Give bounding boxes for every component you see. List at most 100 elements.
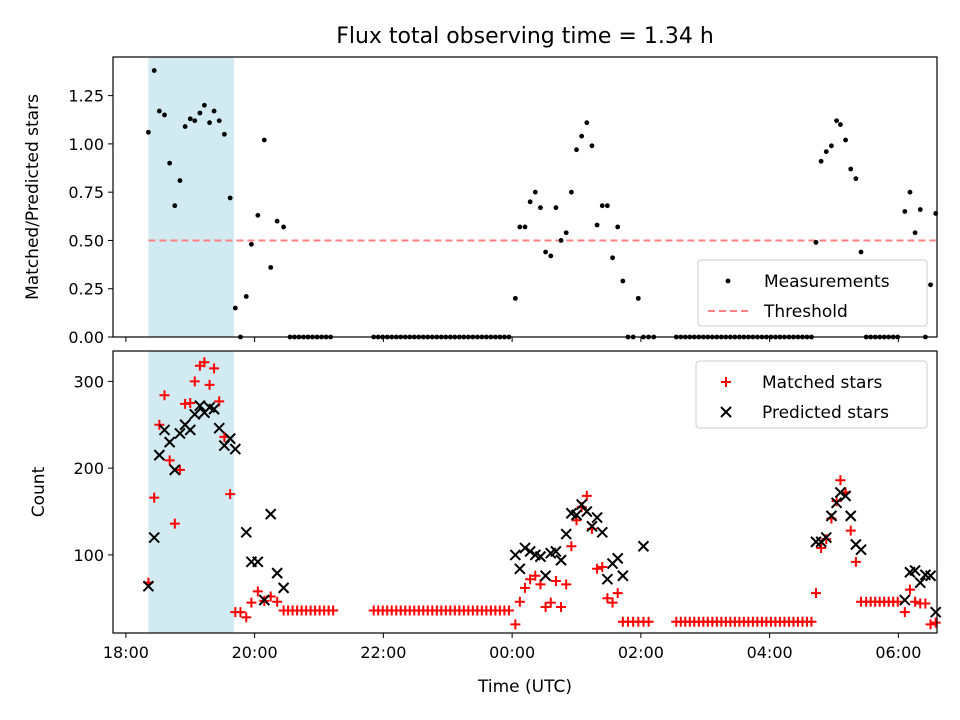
matched-star-point [174,464,185,475]
measurement-point [635,295,641,301]
predicted-star-point [169,464,181,476]
measurement-point [182,124,188,129]
measurement-point [249,241,254,247]
measurement-point [255,212,261,218]
measurement-point [579,133,585,139]
measurement-point [167,160,173,166]
measurement-point [568,189,574,195]
y-tick-label: 300 [73,372,104,391]
predicted-star-point [825,510,838,522]
measurement-point [558,238,564,243]
measurement-point [538,205,543,211]
ratio-plot-frame [112,56,938,338]
legend-label: Threshold [763,302,848,322]
highlight-span-bottom [148,351,235,633]
matched-star-point [169,518,180,529]
measurement-point [928,282,933,288]
matched-star-point [899,607,910,618]
measurement-point [605,203,610,209]
measurement-point [177,178,183,183]
measurement-point [843,137,848,143]
matched-star-point [550,575,561,586]
matched-star-point [252,586,263,597]
predicted-star-point [163,436,176,448]
predicted-star-point [555,554,567,566]
measurement-point [512,295,518,301]
x-tick-label: 00:00 [489,643,535,662]
measurement-point [156,108,162,114]
y-tick-label: 0.25 [68,280,104,299]
measurement-point [543,249,548,255]
predicted-star-point [560,528,572,540]
measurement-point [197,110,203,116]
matched-star-point [545,597,556,608]
predicted-star-point [550,545,562,558]
predicted-star-point [194,399,206,412]
predicted-star-point [617,570,629,582]
measurement-point [268,265,274,270]
measurement-point [146,129,151,135]
y-tick-label: 1.00 [68,135,104,154]
predicted-star-point [148,531,160,544]
x-tick-label: 18:00 [103,643,149,662]
measurement-point [517,224,523,230]
predicted-star-point [570,509,583,521]
x-tick-label: 02:00 [618,643,664,662]
matched-star-point [209,363,220,374]
predicted-star-point [637,540,650,552]
measurement-point [853,176,859,182]
measurement-point [818,158,824,164]
matched-star-point [199,357,210,368]
measurement-point [838,122,843,127]
highlight-span-top [148,57,235,337]
matched-star-point [246,597,257,608]
predicted-star-point [539,570,552,582]
measurement-point [610,255,615,261]
measurement-point [599,203,605,209]
matched-star-point [597,562,608,573]
matched-star-point [892,596,903,607]
measurement-point [594,222,600,228]
measurement-point [615,224,621,230]
predicted-star-point [252,556,264,568]
matched-star-point [850,556,861,567]
matched-star-point [835,475,846,486]
measurement-point [281,224,286,230]
predicted-star-point [581,505,593,518]
matched-star-point [556,601,567,612]
predicted-star-point [208,403,220,415]
matched-star-point [149,492,160,503]
ratio-y-ticks: 0.00 0.25 0.50 0.75 1.00 1.25 [68,87,113,347]
predicted-star-point [258,594,270,606]
matched-star-point [241,612,252,623]
legend-label: Measurements [764,272,890,292]
legend-label: Matched stars [762,373,882,393]
matched-star-point [810,588,821,599]
measurement-point [813,239,819,245]
matched-star-point [164,455,175,466]
predicted-star-point [213,422,225,434]
measurement-point [202,102,207,108]
y-tick-label: 0.50 [68,231,104,250]
matched-star-point [540,601,551,612]
measurement-point [151,68,157,73]
predicted-star-point [855,543,867,556]
legend-plus-swatch [721,377,731,387]
matched-star-point [535,579,546,590]
measurement-point [227,195,233,201]
measurement-point [216,118,222,124]
matched-star-point [925,619,936,630]
measurement-point [584,120,590,126]
legend-box [697,259,928,327]
predicted-star-point [810,536,822,548]
predicted-star-point [158,424,171,436]
measurement-point [172,203,178,209]
matched-star-point [643,616,654,627]
predicted-star-point [509,549,522,561]
measurement-point [187,116,193,122]
predicted-star-point [820,531,832,544]
legend-dot-swatch [725,278,731,284]
predicted-star-point [899,594,911,606]
predicted-star-point [839,490,852,502]
x-tick-label: 06:00 [875,643,921,662]
